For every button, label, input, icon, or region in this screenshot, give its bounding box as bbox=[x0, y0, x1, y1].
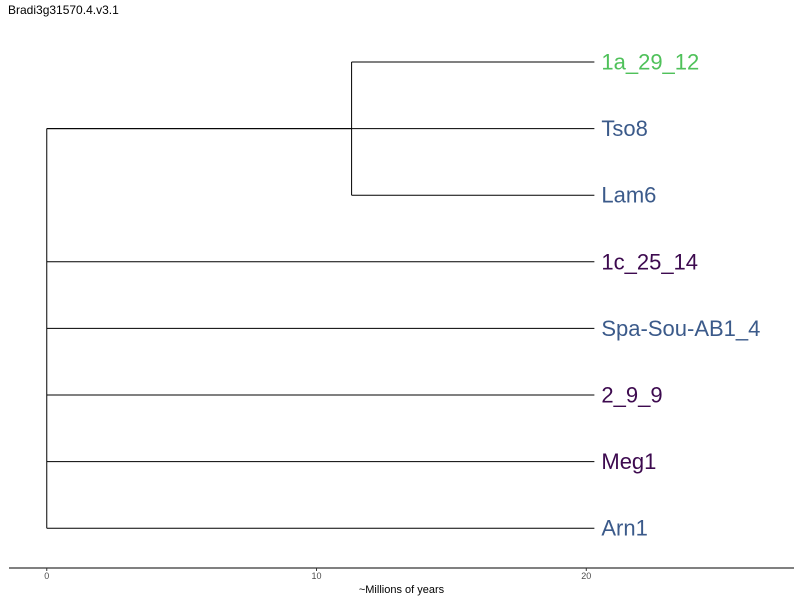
x-axis-ticks: 0 10 20 bbox=[44, 568, 591, 581]
tree-tip-labels: 1a_29_12 Tso8 Lam6 1c_25_14 Spa-Sou-AB1_4 2_9… bbox=[601, 50, 760, 541]
tip-label: 2_9_9 bbox=[601, 383, 662, 408]
tip-label: Meg1 bbox=[601, 449, 656, 474]
tip-label: 1c_25_14 bbox=[601, 249, 698, 274]
x-axis-tick-label: 20 bbox=[581, 571, 591, 581]
x-axis-tick-label: 10 bbox=[312, 571, 322, 581]
tip-label: 1a_29_12 bbox=[601, 50, 699, 75]
tree-branches bbox=[46, 61, 595, 529]
tip-label: Tso8 bbox=[601, 116, 647, 141]
tip-label: Lam6 bbox=[601, 183, 656, 208]
x-axis: 0 10 20 ~Millions of years bbox=[9, 567, 794, 596]
tip-label: Arn1 bbox=[601, 516, 647, 541]
x-axis-title: ~Millions of years bbox=[359, 584, 445, 596]
tip-label: Spa-Sou-AB1_4 bbox=[601, 316, 760, 341]
x-axis-tick-label: 0 bbox=[44, 571, 49, 581]
tree-title: Bradi3g31570.4.v3.1 bbox=[8, 3, 119, 17]
